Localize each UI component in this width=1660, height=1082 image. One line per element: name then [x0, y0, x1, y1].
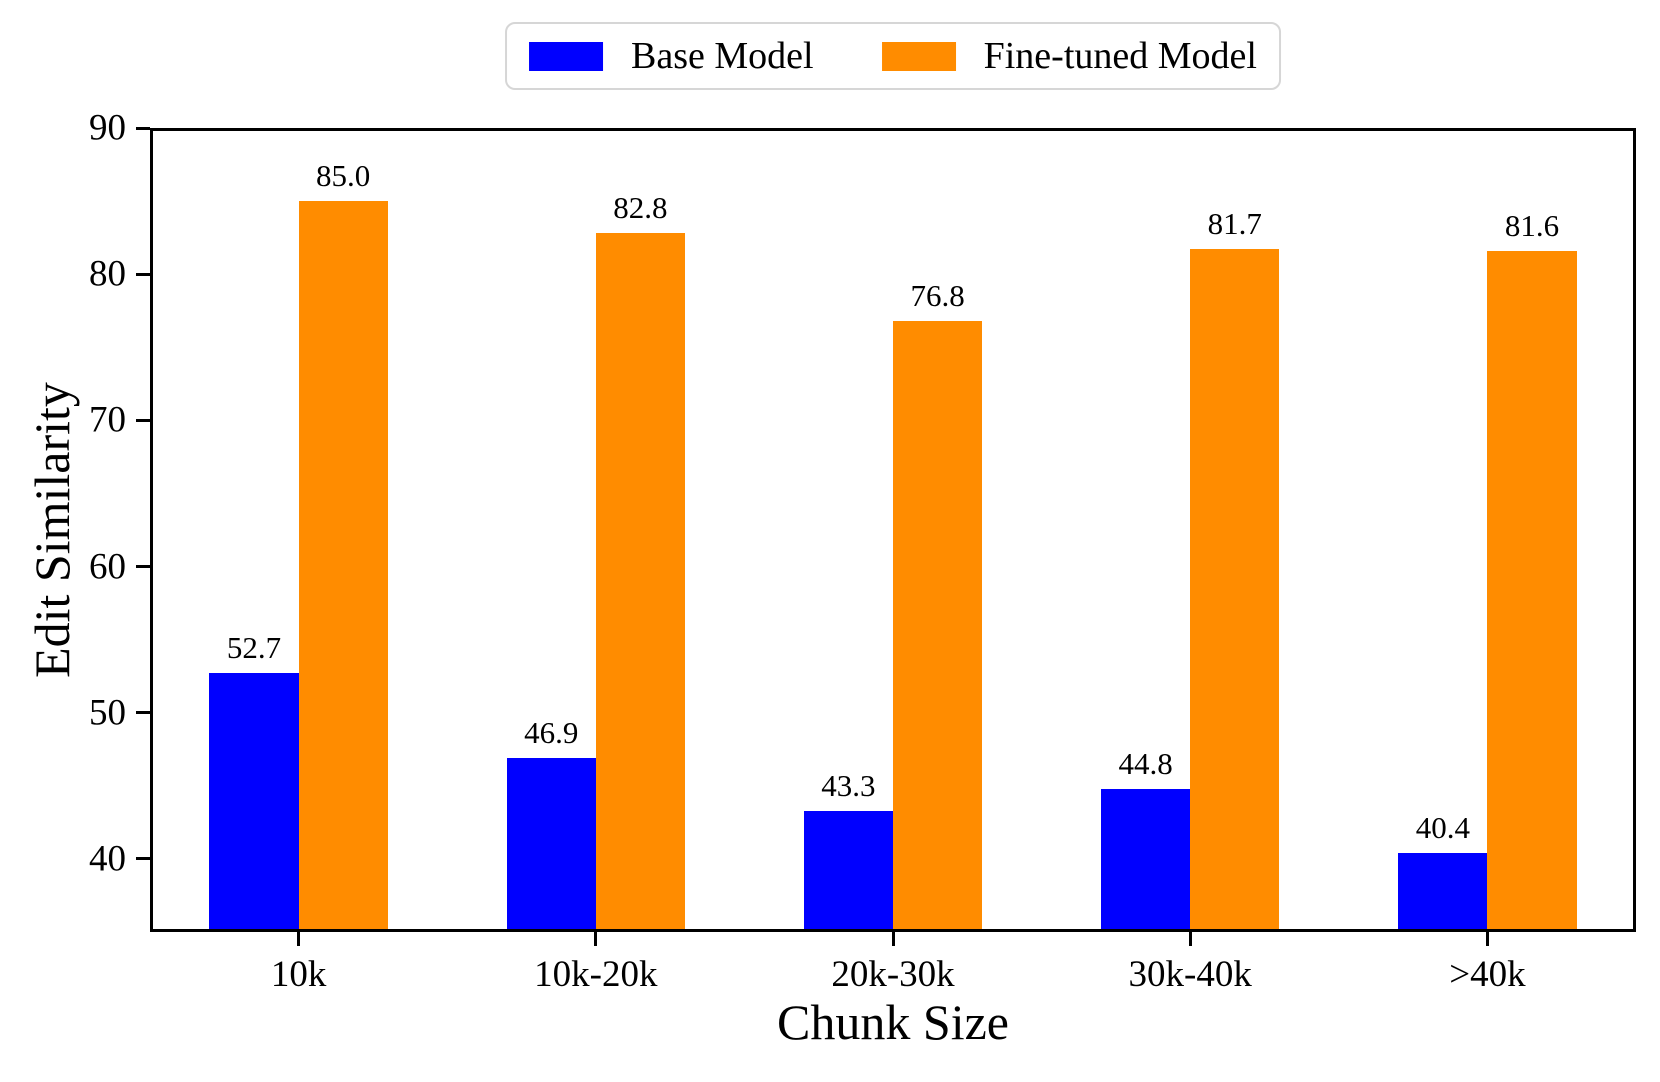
x-axis-tick-label: 30k-40k: [1128, 954, 1252, 995]
bar-base-model->40k: [1398, 853, 1488, 932]
legend-label-base-model: Base Model: [631, 35, 814, 77]
bar-value-label: 85.0: [316, 158, 371, 194]
base-model-swatch-icon: [529, 41, 604, 71]
bar-value-label: 43.3: [821, 767, 876, 803]
bar-fine-tuned-model-30k-40k: [1190, 249, 1280, 932]
legend-item-fine-tuned-model: Fine-tuned Model: [881, 35, 1257, 77]
legend-label-fine-tuned-model: Fine-tuned Model: [983, 35, 1257, 77]
bar-fine-tuned-model-20k-30k: [893, 320, 983, 932]
bar-fine-tuned-model-10k: [298, 201, 388, 932]
bar-base-model-10k-20k: [506, 758, 596, 932]
x-axis-tick: [594, 932, 598, 946]
x-axis-tick-label: >40k: [1449, 954, 1526, 995]
x-axis-tick: [1485, 932, 1489, 946]
x-axis-tick-label: 10k-20k: [534, 954, 658, 995]
bar-base-model-20k-30k: [803, 810, 893, 932]
y-axis-tick-label: 80: [89, 253, 126, 295]
bar-value-label: 76.8: [910, 277, 965, 313]
fine-tuned-model-swatch-icon: [881, 41, 956, 71]
y-axis-tick: [136, 565, 150, 569]
y-axis-tick-label: 90: [89, 107, 126, 149]
x-axis-tick: [1188, 932, 1192, 946]
bar-value-label: 81.6: [1504, 207, 1560, 243]
bar-fine-tuned-model->40k: [1487, 250, 1577, 932]
bar-value-label: 52.7: [226, 630, 282, 666]
bar-value-label: 44.8: [1118, 745, 1173, 781]
bar-value-label: 81.7: [1207, 206, 1262, 242]
y-axis-tick-label: 50: [89, 692, 126, 734]
y-axis-tick: [136, 126, 150, 130]
y-axis-tick: [136, 711, 150, 715]
y-axis-title: Edit Similarity: [24, 382, 80, 678]
y-axis-tick-label: 70: [89, 399, 126, 441]
y-axis-tick-label: 60: [89, 546, 126, 588]
x-axis-title: Chunk Size: [777, 994, 1009, 1050]
y-axis-tick: [136, 272, 150, 276]
legend: Base Model Fine-tuned Model: [505, 22, 1281, 90]
x-axis-tick: [297, 932, 301, 946]
bar-value-label: 82.8: [613, 190, 668, 226]
bar-value-label: 46.9: [524, 715, 579, 751]
y-axis-tick: [136, 418, 150, 422]
x-axis-tick: [891, 932, 895, 946]
bar-base-model-10k: [209, 673, 299, 932]
y-axis-tick-label: 40: [89, 838, 126, 880]
bar-value-label: 40.4: [1415, 810, 1470, 846]
x-axis-tick-label: 10k: [270, 954, 327, 995]
bar-base-model-30k-40k: [1101, 788, 1191, 932]
bar-fine-tuned-model-10k-20k: [595, 233, 685, 932]
x-axis-tick-label: 20k-30k: [831, 954, 955, 995]
legend-item-base-model: Base Model: [529, 37, 814, 75]
y-axis-tick: [136, 857, 150, 861]
